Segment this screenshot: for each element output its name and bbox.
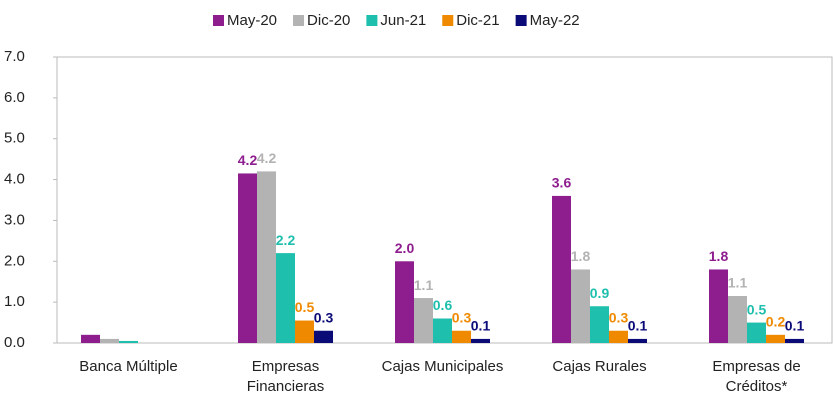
value-label: 4.2 xyxy=(257,150,277,166)
value-label: 0.1 xyxy=(471,318,491,334)
y-tick-label: 5.0 xyxy=(4,130,25,147)
bar xyxy=(414,298,433,343)
y-tick-label: 6.0 xyxy=(4,89,25,106)
bar xyxy=(452,330,471,343)
value-label: 0.3 xyxy=(314,309,334,325)
legend-swatch xyxy=(213,15,224,26)
x-tick-label: Empresas Financieras xyxy=(246,358,325,395)
legend-label: Dic-21 xyxy=(456,12,499,29)
bar xyxy=(766,334,785,343)
bar xyxy=(552,195,571,343)
y-tick-label: 0.0 xyxy=(4,334,25,351)
value-label: 2.2 xyxy=(276,232,296,248)
y-tick-label: 2.0 xyxy=(4,252,25,269)
bar xyxy=(257,171,276,343)
bar xyxy=(238,173,257,343)
value-label: 0.9 xyxy=(590,285,610,301)
value-label: 0.3 xyxy=(609,309,629,325)
bar xyxy=(395,261,414,343)
bar xyxy=(314,330,333,343)
value-label: 1.1 xyxy=(728,275,748,291)
value-label: 2.0 xyxy=(395,240,415,256)
bar xyxy=(433,318,452,343)
bar xyxy=(609,330,628,343)
x-tick-label: Banca Múltiple xyxy=(79,358,178,375)
legend-label: Dic-20 xyxy=(307,12,350,29)
value-label: 0.3 xyxy=(452,309,472,325)
bar xyxy=(628,338,647,343)
value-label: 0.2 xyxy=(766,314,786,330)
legend-swatch xyxy=(442,15,454,26)
value-label: 1.1 xyxy=(414,277,434,293)
legend-label: May-20 xyxy=(227,12,277,29)
bar xyxy=(590,306,609,343)
value-label: 1.8 xyxy=(571,248,591,264)
legend-swatch xyxy=(293,15,305,26)
bar xyxy=(785,338,804,343)
bar xyxy=(100,338,119,343)
value-label: 0.1 xyxy=(785,318,805,334)
value-label: 1.8 xyxy=(709,248,729,264)
bar xyxy=(119,340,138,343)
value-label: 0.1 xyxy=(628,318,648,334)
bar xyxy=(571,269,590,343)
value-label: 3.6 xyxy=(552,175,572,191)
bar xyxy=(81,334,100,343)
y-tick-label: 1.0 xyxy=(4,293,25,310)
value-label: 0.5 xyxy=(747,301,767,317)
legend-label: Jun-21 xyxy=(380,12,426,29)
bar xyxy=(709,269,728,343)
y-tick-label: 3.0 xyxy=(4,211,25,228)
y-tick-label: 4.0 xyxy=(4,171,25,188)
y-tick-label: 7.0 xyxy=(4,48,25,65)
value-label: 0.6 xyxy=(433,297,453,313)
value-label: 4.2 xyxy=(238,152,258,168)
legend-label: May-22 xyxy=(530,12,580,29)
x-tick-label: Cajas Rurales xyxy=(552,358,647,375)
legend-swatch xyxy=(515,15,527,26)
x-tick-label: Empresas de Créditos* xyxy=(712,358,801,395)
legend-swatch xyxy=(366,15,378,26)
x-tick-label: Cajas Municipales xyxy=(381,358,504,375)
bar xyxy=(295,320,314,343)
bar xyxy=(747,322,766,343)
bar xyxy=(728,296,747,343)
bar xyxy=(471,338,490,343)
value-label: 0.5 xyxy=(295,299,315,315)
bar xyxy=(276,253,295,343)
